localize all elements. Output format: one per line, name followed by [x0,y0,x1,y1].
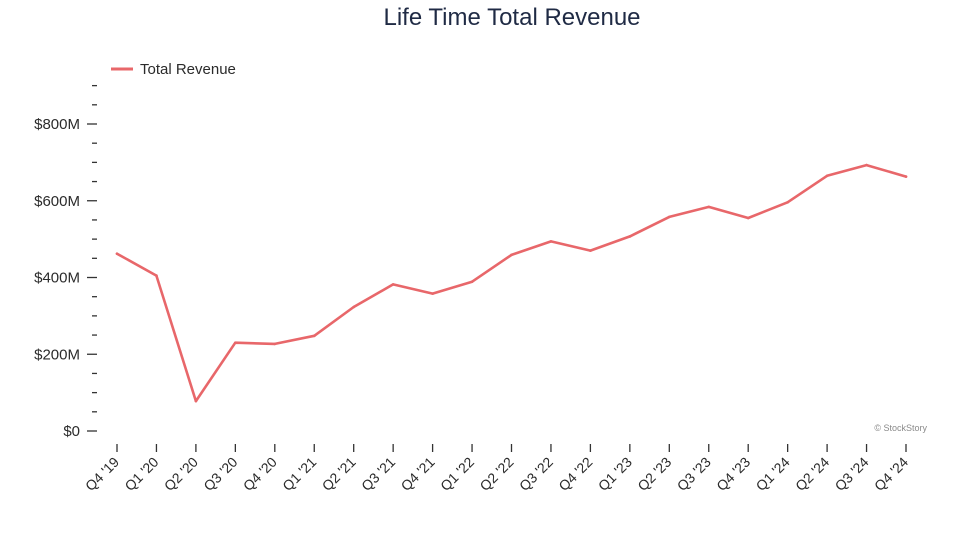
legend: Total Revenue [111,61,236,78]
x-tick-label: Q2 '24 [792,454,832,494]
data-point [825,174,829,178]
x-tick-label: Q3 '24 [831,454,871,494]
data-point [549,240,553,243]
data-point [865,163,868,167]
x-tick-label: Q1 '24 [753,454,793,494]
x-tick-label: Q1 '22 [437,454,477,494]
x-tick-label: Q2 '22 [476,454,516,494]
x-tick-label: Q3 '21 [358,454,398,494]
data-point [352,305,356,309]
data-point [115,252,119,256]
data-point [273,342,277,346]
data-point [668,215,671,219]
series-group [115,163,908,403]
x-axis: Q4 '19 Q1 '20 Q2 '20 Q3 '20 Q4 '20 Q1 '21 Q2 '… [82,444,911,494]
x-tick-label: Q4 '20 [240,454,280,494]
x-tick-label: Q2 '20 [161,454,201,494]
x-tick-label: Q3 '22 [516,454,556,494]
data-point [431,292,434,295]
x-tick-label: Q4 '19 [82,454,122,494]
x-tick-label: Q1 '21 [279,454,319,494]
x-tick-label: Q4 '21 [398,454,438,494]
y-axis: $0 $200M $400M $600M $800M [34,84,97,440]
x-tick-label: Q4 '23 [713,454,753,494]
data-point [155,274,158,277]
y-tick-label: $0 [63,423,80,440]
data-point [707,205,711,209]
x-tick-label: Q3 '23 [674,454,714,494]
data-point [470,280,474,284]
x-tick-label: Q3 '20 [200,454,240,494]
x-tick-label: Q4 '22 [555,454,595,494]
data-point [391,283,395,286]
y-tick-label: $800M [34,116,80,133]
x-tick-label: Q2 '21 [319,454,359,494]
legend-label: Total Revenue [140,61,236,78]
series-line-0 [115,163,908,403]
credit-label: © StockStory [874,423,927,433]
x-tick-label: Q1 '23 [595,454,635,494]
x-tick-label: Q2 '23 [634,454,674,494]
data-point [786,200,789,204]
data-point [234,341,237,345]
data-point [904,175,908,178]
y-tick-label: $400M [34,270,80,287]
data-point [628,235,632,238]
data-point [589,249,592,252]
x-tick-label: Q4 '24 [871,454,911,494]
data-point [194,399,198,403]
y-tick-label: $600M [34,193,80,210]
data-point [312,334,316,338]
x-tick-label: Q1 '20 [121,454,161,494]
data-point [510,253,513,257]
chart-title: Life Time Total Revenue [383,4,640,31]
data-point [746,216,750,220]
y-tick-label: $200M [34,346,80,363]
